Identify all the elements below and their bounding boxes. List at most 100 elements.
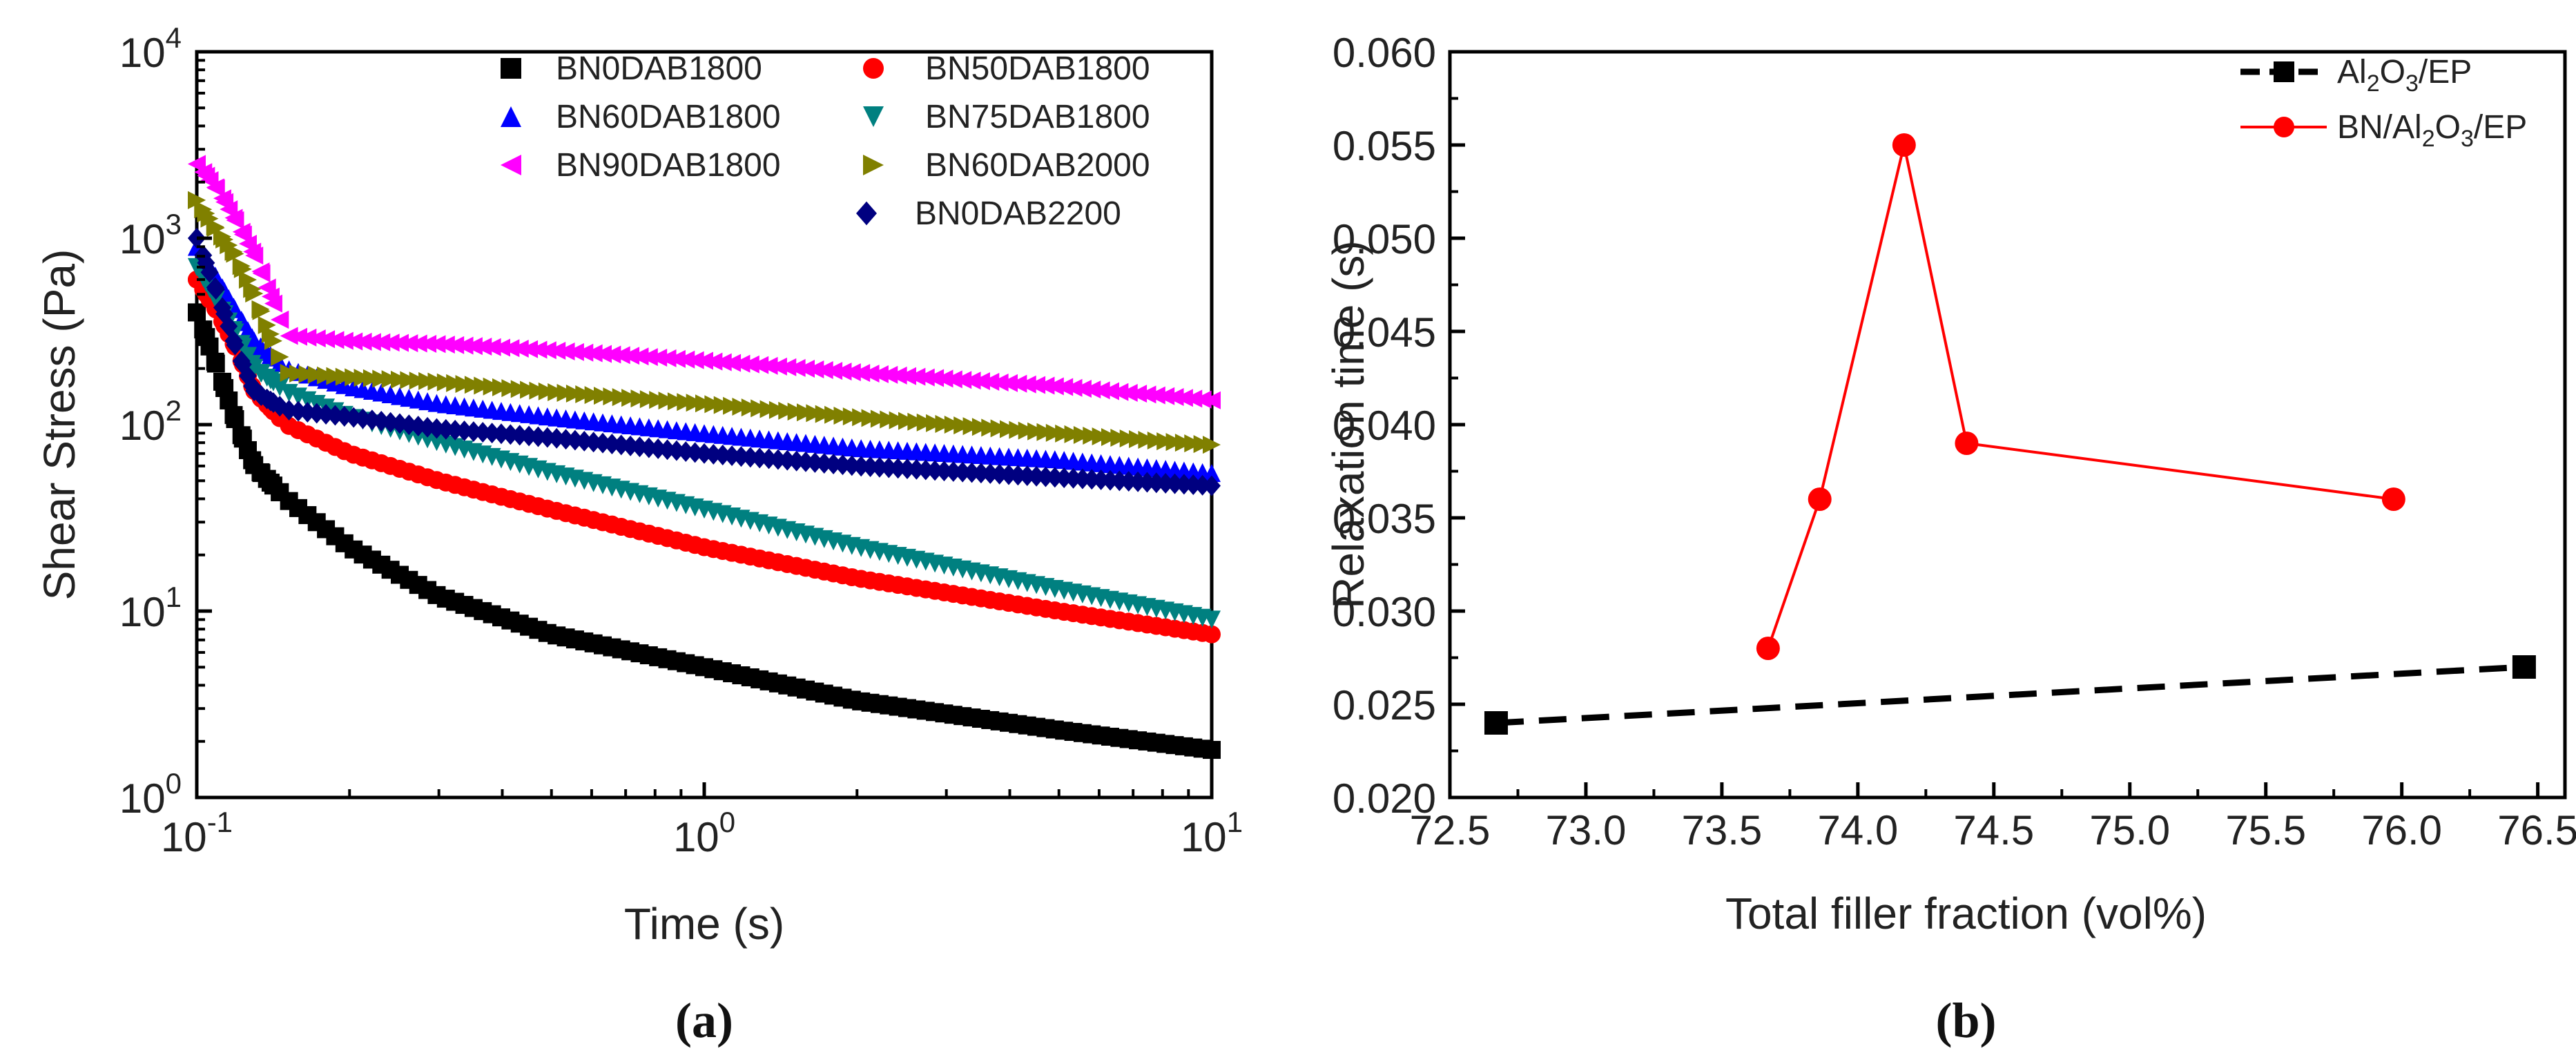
- panel-a-data-point: [1073, 379, 1092, 398]
- panel-a-data-point: [686, 351, 704, 369]
- panel-a-data-point: [1174, 434, 1193, 452]
- panel-a-data-point: [510, 380, 529, 398]
- panel-a-data-point: [1000, 374, 1018, 392]
- legend-text-part: /EP: [2474, 109, 2527, 146]
- panel-a-legend-marker: [863, 58, 884, 79]
- panel-b-x-tick-label: 76.5: [2497, 807, 2576, 853]
- panel-a-data-point: [723, 354, 742, 372]
- panel-b-x-tick-label: 73.0: [1546, 807, 1627, 853]
- panel-a-x-tick-label: 10-1: [161, 806, 233, 860]
- panel-a-data-point: [220, 236, 238, 255]
- panel-a-data-point: [1203, 464, 1221, 483]
- panel-a-data-point: [1203, 436, 1221, 454]
- panel-a-data-point: [990, 419, 1009, 438]
- panel-a-data-point: [1018, 375, 1036, 394]
- panel-b-x-tick-label: 75.5: [2225, 807, 2306, 853]
- panel-a-data-point: [206, 291, 225, 309]
- panel-a-data-point: [238, 441, 257, 459]
- panel-a-data-point: [1129, 471, 1147, 492]
- panel-a-data-point: [1147, 472, 1165, 494]
- panel-a-data-point: [400, 334, 418, 353]
- panel-a-data-point: [1129, 430, 1147, 449]
- panel-a-data-point: [880, 365, 898, 384]
- panel-a-data-point: [880, 410, 898, 429]
- panel-a-data-point: [335, 367, 354, 386]
- panel-a-data-point: [621, 347, 640, 365]
- panel-a-data-point: [1156, 432, 1175, 451]
- panel-a-data-point: [797, 451, 815, 472]
- panel-a-data-point: [206, 218, 225, 237]
- panel-a-legend-item: BN90DAB1800: [501, 147, 781, 184]
- panel-b-legend-marker: [2274, 117, 2294, 137]
- panel-a-legend-label: BN60DAB2000: [925, 147, 1150, 184]
- panel-a-data-point: [1156, 387, 1175, 405]
- panel-a-data-point: [962, 417, 981, 436]
- panel-a-data-point: [427, 335, 446, 354]
- panel-b-x-tick-label: 73.5: [1682, 807, 1763, 853]
- panel-a-data-point: [354, 369, 372, 387]
- panel-a-data-point: [833, 362, 852, 381]
- panel-a-data-point: [565, 385, 584, 403]
- panel-a-data-point: [1165, 387, 1184, 406]
- panel-a-data-point: [649, 391, 668, 409]
- panel-a-data-point: [538, 341, 556, 360]
- panel-b-y-tick-label: 0.035: [1333, 496, 1436, 542]
- panel-a-data-point: [962, 462, 981, 483]
- panel-a-data-point: [271, 396, 289, 417]
- panel-a-data-point: [226, 334, 244, 356]
- legend-text-part: /EP: [2419, 54, 2472, 90]
- panel-a-data-point: [474, 338, 492, 356]
- panel-a-data-point: [787, 403, 806, 421]
- panel-a-data-point: [1064, 425, 1083, 443]
- panel-a-label: (a): [675, 993, 733, 1048]
- panel-a-data-point: [326, 331, 345, 349]
- panel-a-data-point: [446, 374, 465, 392]
- panel-a-x-tick-label: 101: [1181, 806, 1243, 860]
- panel-a-data-point: [317, 366, 336, 385]
- panel-a-x-tick-label-exponent: 0: [719, 806, 735, 838]
- panel-a-data-point: [852, 364, 871, 383]
- panel-a-data-point: [226, 244, 244, 263]
- panel-a-data-point: [345, 407, 363, 428]
- panel-a-data-point: [1119, 471, 1138, 492]
- panel-a-data-point: [658, 391, 677, 410]
- panel-a-data-point: [870, 365, 889, 383]
- panel-a-data-point: [704, 395, 723, 414]
- panel-b-x-axis-label: Total filler fraction (vol%): [1725, 889, 2207, 938]
- panel-a-data-point: [594, 387, 612, 405]
- panel-b-x-tick-label: 75.0: [2089, 807, 2170, 853]
- panel-a-data-point: [510, 340, 529, 358]
- panel-b-x-tick-label: 76.0: [2361, 807, 2442, 853]
- panel-a-legend-item: BN50DAB1800: [863, 50, 1150, 87]
- panel-a-data-point: [1018, 421, 1036, 440]
- panel-a-data-point: [667, 392, 686, 411]
- panel-a-data-point: [639, 348, 658, 367]
- panel-a-data-point: [1027, 465, 1046, 487]
- panel-a-legend-marker: [501, 155, 521, 175]
- panel-a-data-point: [824, 405, 843, 424]
- panel-a-data-point: [501, 379, 520, 398]
- panel-b-legend-item: BN/Al2O3/EP: [2240, 109, 2527, 152]
- panel-a-data-point: [226, 211, 244, 229]
- panel-a-data-point: [686, 394, 704, 412]
- panel-b-data-point: [1892, 133, 1916, 157]
- panel-a-data-point: [298, 365, 317, 383]
- panel-a-data-point: [220, 316, 238, 337]
- panel-a-data-point: [483, 377, 501, 396]
- panel-a-data-point: [778, 449, 797, 471]
- panel-a-data-point: [1110, 383, 1129, 401]
- panel-a-data-point: [1055, 378, 1074, 396]
- panel-a-data-point: [455, 375, 474, 394]
- panel-a-series-BN75DAB1800: [188, 258, 1221, 629]
- panel-a-data-point: [833, 406, 852, 425]
- panel-a-data-point: [621, 435, 640, 456]
- panel-a-data-point: [271, 483, 289, 501]
- panel-a-data-point: [548, 342, 566, 360]
- panel-a-data-point: [861, 409, 880, 427]
- panel-a-data-point: [501, 339, 520, 358]
- panel-a-data-point: [1036, 376, 1055, 395]
